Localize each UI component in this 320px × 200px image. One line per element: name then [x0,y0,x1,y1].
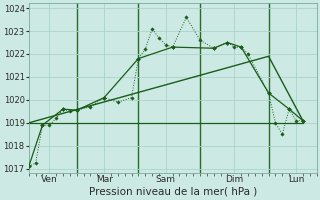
X-axis label: Pression niveau de la mer( hPa ): Pression niveau de la mer( hPa ) [89,187,257,197]
